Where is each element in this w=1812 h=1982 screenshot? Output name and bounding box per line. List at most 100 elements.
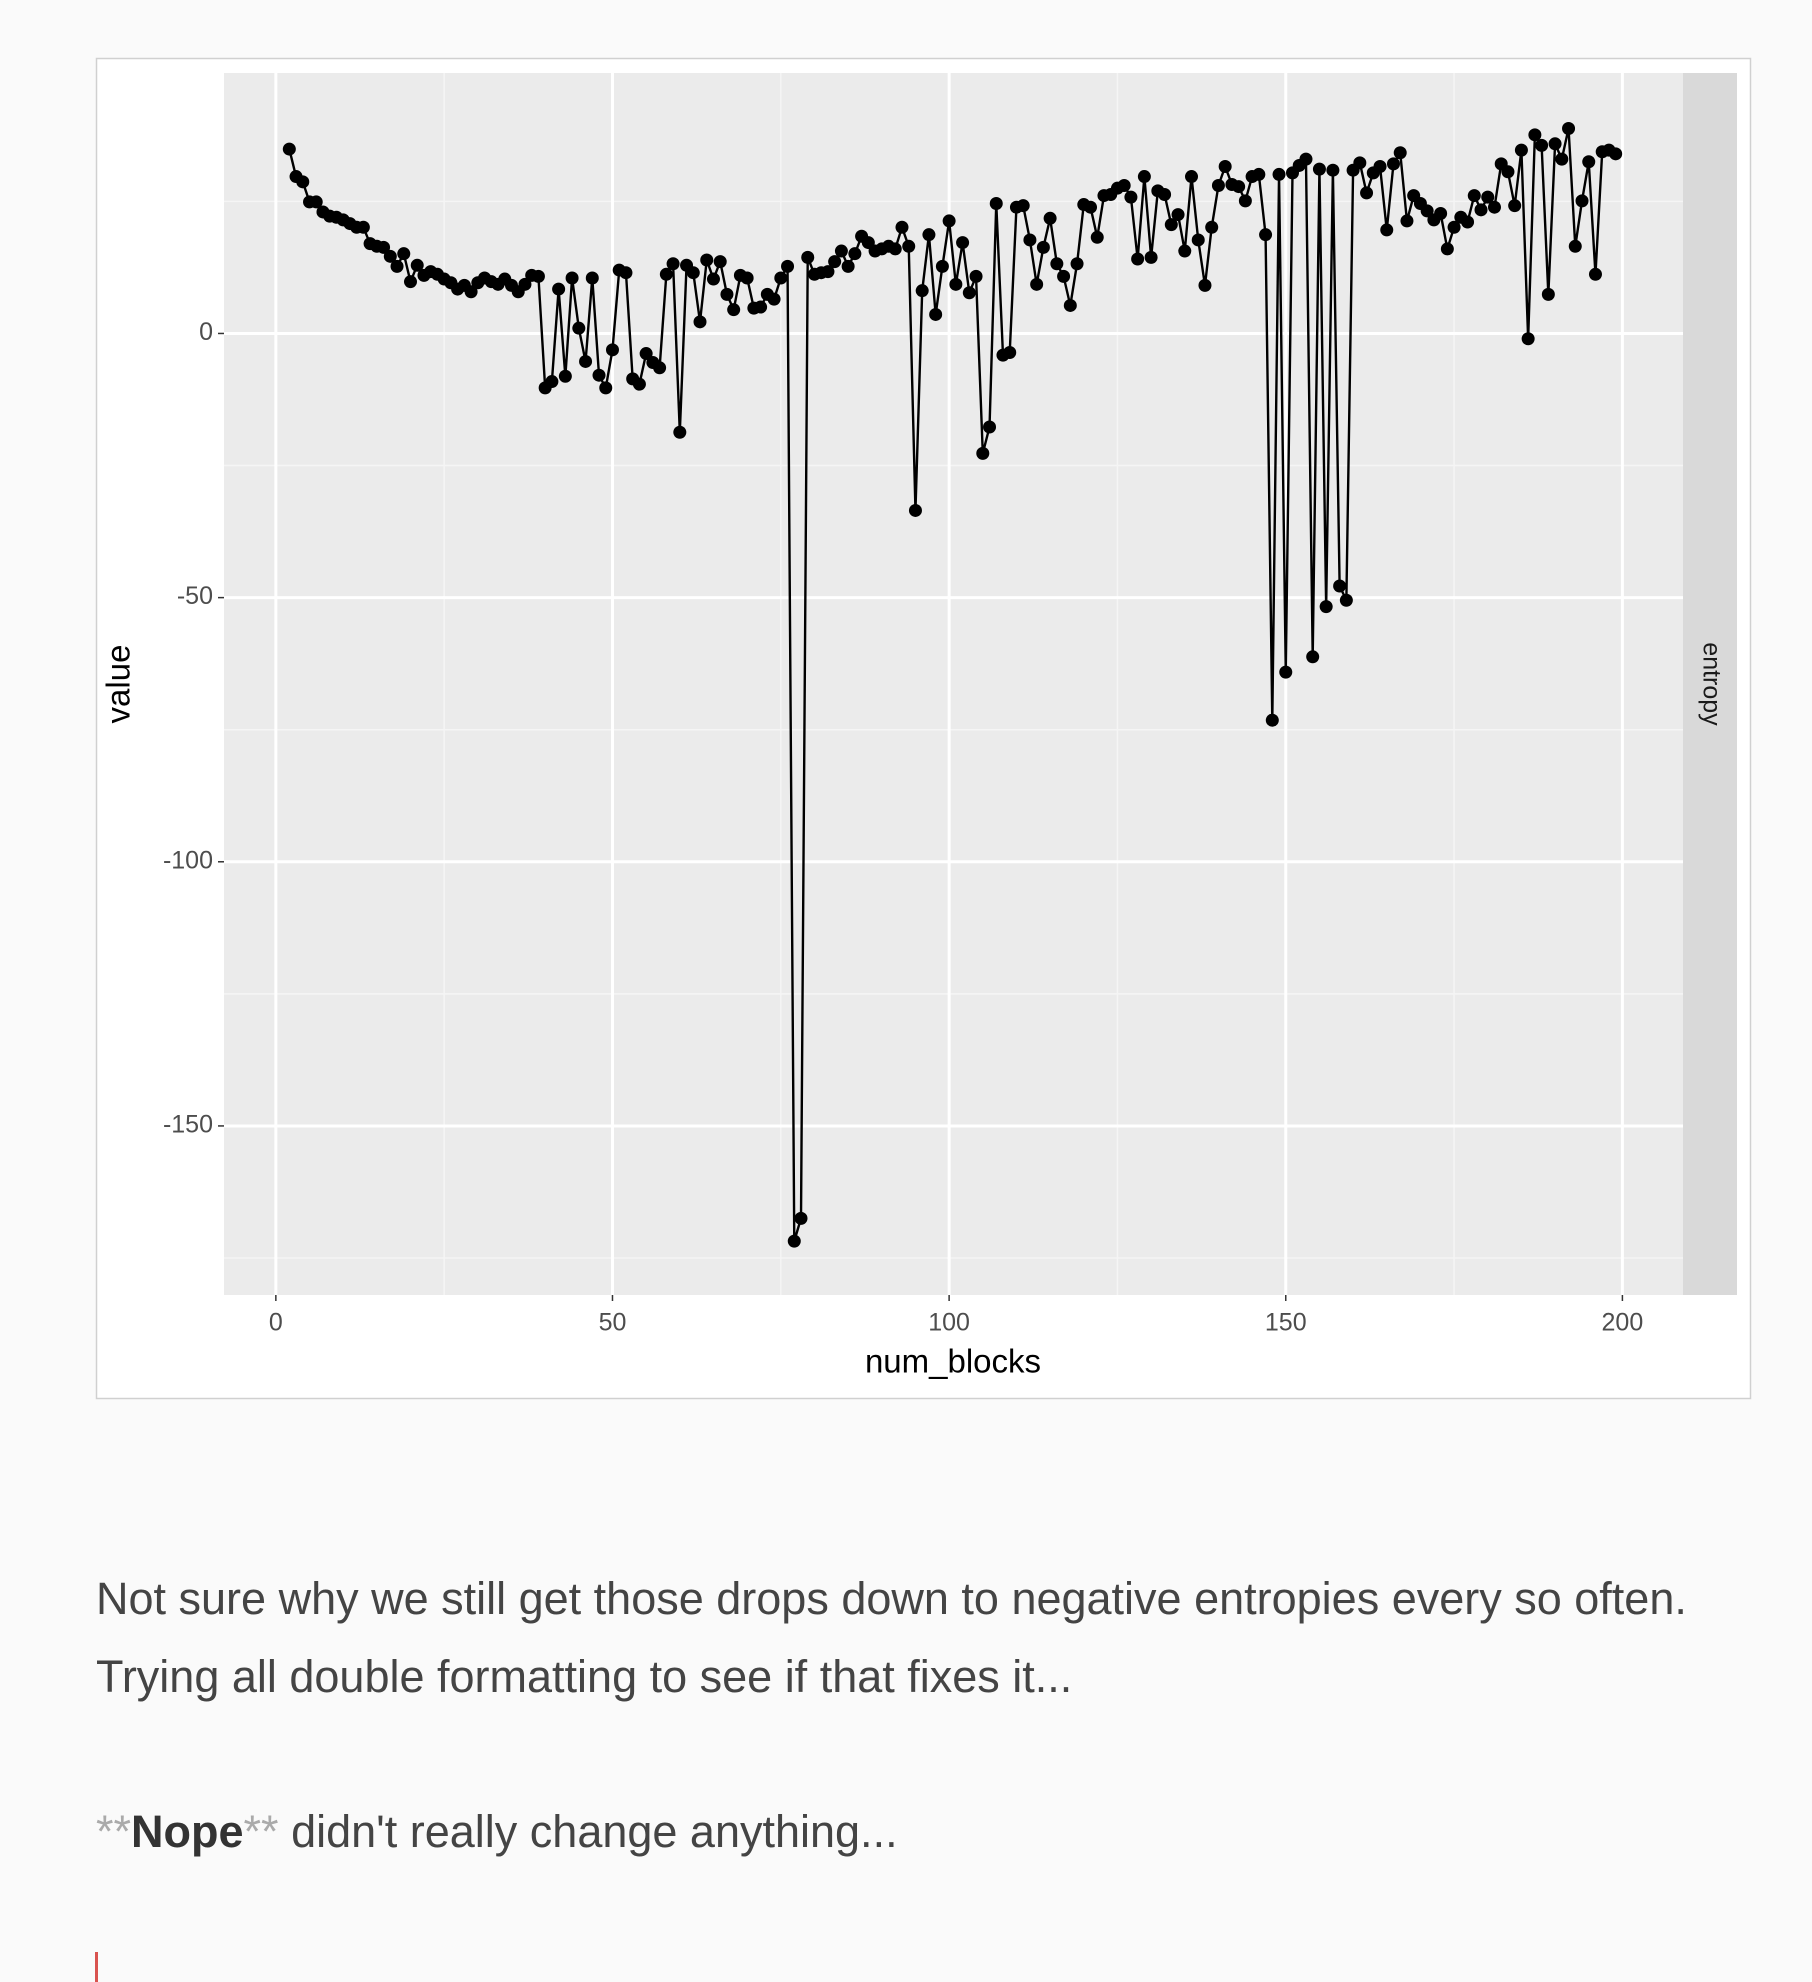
data-point (1588, 267, 1602, 281)
data-point (1568, 239, 1582, 253)
data-point (915, 284, 929, 298)
data-point (1386, 157, 1400, 171)
x-tick-label: 100 (928, 1309, 970, 1337)
data-point (1259, 228, 1273, 242)
data-point (464, 285, 478, 299)
data-point (585, 271, 599, 285)
data-point (902, 239, 916, 253)
data-point (949, 277, 963, 291)
x-tick-label: 200 (1602, 1309, 1644, 1337)
data-point (983, 420, 997, 434)
data-point (1312, 162, 1326, 176)
data-point (1185, 170, 1199, 184)
data-point (558, 369, 572, 383)
data-point (1003, 345, 1017, 359)
data-point (801, 250, 815, 264)
text: didn't really change anything... (291, 1806, 898, 1857)
data-point (976, 446, 990, 460)
data-point (1306, 650, 1320, 664)
data-point (565, 271, 579, 285)
data-point (1178, 244, 1192, 258)
data-point (706, 272, 720, 286)
data-point (1050, 257, 1064, 271)
data-point (1030, 277, 1044, 291)
data-point (390, 259, 404, 273)
data-point (1131, 252, 1145, 266)
data-point (1299, 152, 1313, 166)
data-point (1461, 215, 1475, 229)
data-point (1420, 204, 1434, 218)
data-point (1562, 121, 1576, 135)
data-point (686, 266, 700, 280)
data-point (1508, 199, 1522, 213)
markdown-marker: ** (96, 1806, 132, 1857)
data-point (888, 242, 902, 256)
data-point (1434, 207, 1448, 221)
data-point (908, 503, 922, 517)
data-point (1333, 579, 1347, 593)
data-point (619, 266, 633, 280)
data-point (1393, 146, 1407, 160)
data-point (1265, 713, 1279, 727)
data-point (1481, 190, 1495, 204)
data-point (1238, 194, 1252, 208)
data-point (531, 269, 545, 283)
data-point (1501, 165, 1515, 179)
data-point (356, 220, 370, 234)
data-point (740, 271, 754, 285)
data-point (1218, 160, 1232, 174)
data-point (1575, 194, 1589, 208)
data-point (1555, 152, 1569, 166)
paragraph: **Nope** didn't really change anything..… (96, 1793, 1756, 1871)
data-point (834, 244, 848, 258)
data-point (518, 277, 532, 291)
data-point (673, 425, 687, 439)
data-point (545, 375, 559, 389)
data-point (397, 247, 411, 261)
data-point (1535, 138, 1549, 152)
data-point (1541, 287, 1555, 301)
data-point (605, 343, 619, 357)
data-point (700, 253, 714, 267)
data-point (552, 282, 566, 296)
data-point (1487, 200, 1501, 214)
data-point (1036, 240, 1050, 254)
x-axis-title: num_blocks (865, 1343, 1041, 1380)
data-point (659, 267, 673, 281)
text-cursor (95, 1952, 98, 1982)
data-point (1360, 186, 1374, 200)
data-point (1043, 211, 1057, 225)
data-point (377, 240, 391, 254)
y-tick-label: -150 (163, 1111, 213, 1139)
data-point (1084, 200, 1098, 214)
data-point (787, 1234, 801, 1248)
data-point (781, 259, 795, 273)
data-point (1063, 298, 1077, 312)
data-point (1057, 269, 1071, 283)
data-point (828, 255, 842, 269)
chart: entropy num_blocks value 0 50 100 150 200 -15… (95, 57, 1752, 1400)
data-point (821, 265, 835, 279)
x-tick-label: 50 (599, 1309, 627, 1337)
data-point (1373, 160, 1387, 174)
data-point (1232, 180, 1246, 194)
data-point (1117, 179, 1131, 193)
data-point (1467, 189, 1481, 203)
data-point (296, 175, 310, 189)
paragraph: Not sure why we still get those drops do… (96, 1573, 1687, 1702)
data-point (848, 247, 862, 261)
data-point (1400, 214, 1414, 228)
data-point (962, 286, 976, 300)
x-tick-label: 150 (1265, 1309, 1307, 1337)
data-point (309, 195, 323, 209)
data-point (1582, 155, 1596, 169)
y-axis-title: value (100, 645, 137, 724)
data-point (1353, 156, 1367, 170)
data-point (1090, 230, 1104, 244)
data-point (1521, 332, 1535, 346)
data-point (1548, 137, 1562, 151)
data-point (774, 271, 788, 285)
data-point (1252, 167, 1266, 181)
data-point (895, 220, 909, 234)
